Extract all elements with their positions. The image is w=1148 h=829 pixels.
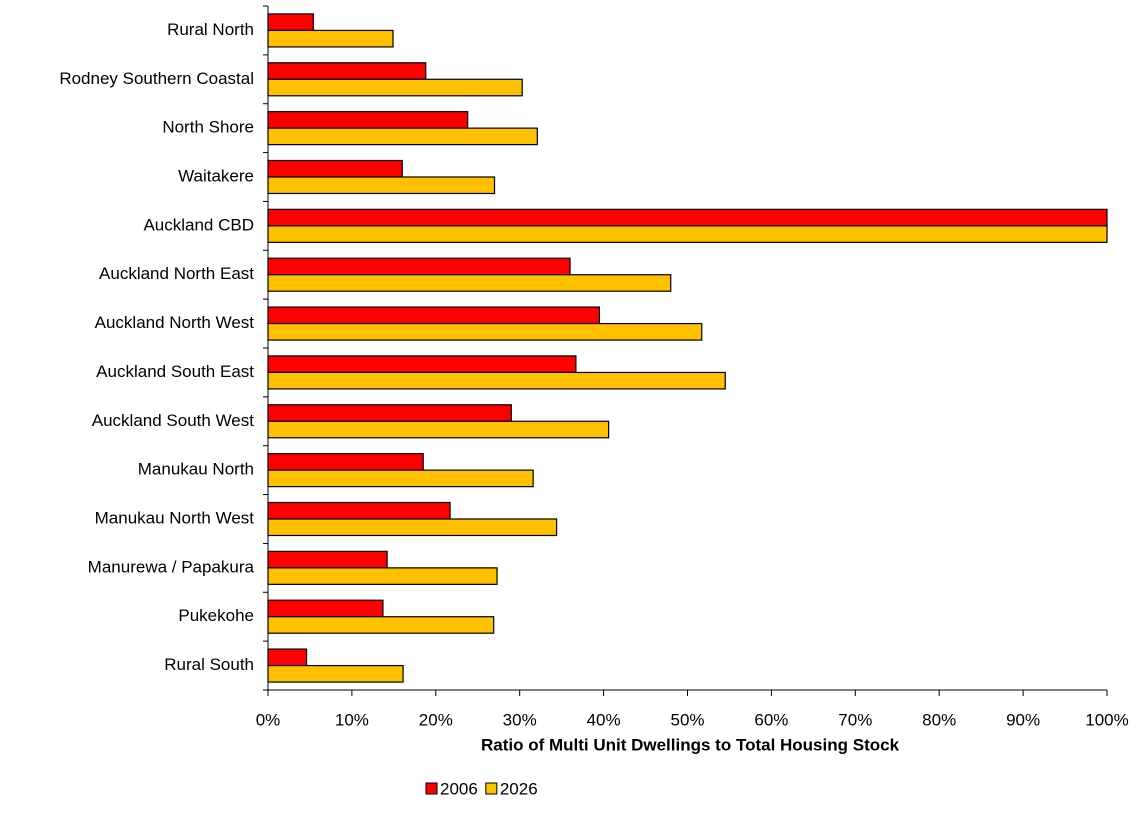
bar — [267, 322, 703, 341]
bar — [267, 616, 495, 634]
legend-swatch — [425, 782, 438, 795]
legend-swatch — [485, 782, 498, 795]
bar — [267, 664, 404, 683]
y-tick-label: Waitakere — [178, 166, 254, 185]
y-tick-label: Manurewa / Papakura — [88, 557, 255, 576]
y-tick-label: Rodney Southern Coastal — [59, 69, 254, 88]
y-tick-label: Auckland South East — [96, 362, 254, 381]
bar — [267, 550, 388, 569]
x-axis-title: Ratio of Multi Unit Dwellings to Total H… — [481, 735, 900, 754]
y-tick-label: Pukekohe — [178, 606, 254, 625]
bar — [267, 111, 469, 129]
bar — [267, 159, 403, 178]
bar — [267, 225, 1108, 243]
x-tick-label: 50% — [670, 710, 704, 729]
bar — [267, 404, 512, 422]
bar — [267, 453, 424, 471]
y-tick-label: Manukau North — [138, 460, 254, 479]
bar — [267, 127, 538, 146]
x-tick-label: 80% — [922, 710, 956, 729]
bar — [267, 648, 308, 667]
y-tick-label: Auckland South West — [92, 411, 254, 430]
bar — [267, 274, 672, 292]
y-tick-label: North Shore — [162, 118, 254, 137]
x-tick-label: 30% — [503, 710, 537, 729]
x-tick-label: 20% — [419, 710, 453, 729]
x-tick-label: 60% — [754, 710, 788, 729]
bar — [267, 469, 534, 488]
bar — [267, 176, 496, 195]
y-tick-label: Manukau North West — [95, 508, 255, 527]
x-tick-label: 10% — [335, 710, 369, 729]
x-tick-label: 70% — [838, 710, 872, 729]
bar — [267, 567, 498, 585]
bar — [267, 62, 427, 80]
bar — [267, 355, 577, 374]
legend-label: 2026 — [500, 779, 538, 798]
bar — [267, 599, 384, 618]
y-tick-label: Rural North — [167, 20, 254, 39]
bar — [267, 13, 314, 32]
bar — [267, 501, 451, 520]
x-tick-label: 40% — [587, 710, 621, 729]
x-tick-label: 100% — [1085, 710, 1128, 729]
y-tick-label: Auckland CBD — [143, 215, 254, 234]
bar — [267, 78, 523, 97]
y-tick-label: Rural South — [164, 655, 254, 674]
bar — [267, 29, 394, 48]
y-tick-label: Auckland North East — [99, 264, 254, 283]
bar — [267, 518, 558, 537]
y-tick-label: Auckland North West — [95, 313, 255, 332]
x-tick-label: 90% — [1006, 710, 1040, 729]
bar — [267, 420, 610, 439]
bar — [267, 306, 601, 325]
bar — [267, 371, 726, 390]
bar — [267, 257, 571, 276]
x-tick-label: 0% — [256, 710, 281, 729]
legend-label: 2006 — [440, 779, 478, 798]
bar — [267, 208, 1108, 227]
